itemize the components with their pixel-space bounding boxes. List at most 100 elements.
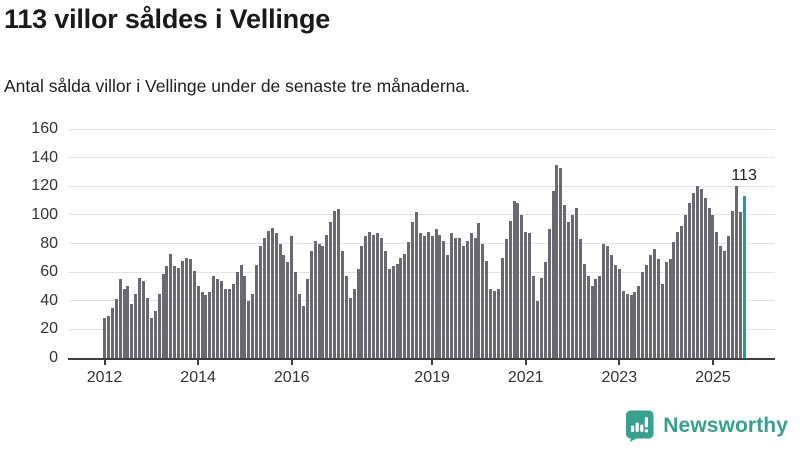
bar <box>223 289 227 358</box>
bar <box>461 246 465 358</box>
bar <box>668 259 672 358</box>
bar <box>598 276 602 358</box>
bar <box>177 267 181 358</box>
bar <box>477 223 481 358</box>
bar <box>114 299 118 358</box>
bar <box>227 289 231 358</box>
bar <box>391 266 395 358</box>
bar <box>699 189 703 358</box>
x-axis-tick <box>290 360 293 365</box>
bar <box>255 264 259 358</box>
bar <box>348 297 352 358</box>
bar <box>539 277 543 358</box>
bar <box>547 229 551 358</box>
bar <box>247 300 251 358</box>
bar <box>282 254 286 358</box>
bar <box>305 279 309 358</box>
x-axis-tick <box>103 360 106 365</box>
bar <box>676 232 680 358</box>
bar <box>403 253 407 358</box>
bar <box>337 209 340 358</box>
bar <box>278 243 282 358</box>
bar <box>711 214 715 358</box>
bar <box>352 289 356 358</box>
bar <box>333 210 337 358</box>
bar <box>157 293 161 358</box>
gridline <box>68 214 775 216</box>
bar <box>239 264 243 358</box>
bar <box>360 246 364 358</box>
bar <box>383 250 387 358</box>
bar <box>457 237 461 358</box>
bar <box>532 276 535 358</box>
bar <box>485 260 489 358</box>
bar <box>387 269 391 358</box>
bar <box>590 286 594 358</box>
bar <box>430 236 434 358</box>
bar <box>652 249 656 358</box>
bar <box>161 273 165 358</box>
bar <box>602 243 606 358</box>
x-axis-tick <box>711 360 714 365</box>
bar <box>243 276 247 358</box>
bar <box>200 292 204 358</box>
bar <box>582 263 586 358</box>
x-axis-tick <box>618 360 621 365</box>
bar <box>524 232 528 358</box>
bar <box>231 283 235 358</box>
bar <box>138 277 142 358</box>
x-axis-tick <box>431 360 434 365</box>
bar <box>613 264 617 358</box>
bar <box>691 193 695 358</box>
bar <box>208 292 212 358</box>
bar <box>142 280 145 358</box>
bar <box>415 212 418 358</box>
bar <box>656 259 660 358</box>
bar <box>149 317 153 358</box>
x-axis-tick-label: 2014 <box>180 369 216 386</box>
bar <box>106 316 110 358</box>
bar <box>181 260 184 358</box>
bar <box>270 227 274 358</box>
newsworthy-wordmark: Newsworthy <box>663 413 788 437</box>
bar <box>500 257 504 358</box>
bar <box>496 289 500 358</box>
bar <box>153 310 157 358</box>
bar <box>356 269 360 358</box>
bar <box>220 280 223 358</box>
bar <box>555 164 559 358</box>
bar <box>734 186 738 358</box>
bar <box>738 212 742 358</box>
bar <box>165 266 169 358</box>
bar <box>621 290 625 358</box>
bar <box>606 246 610 358</box>
bar <box>672 242 676 358</box>
bar <box>344 276 348 358</box>
gridline <box>68 157 775 159</box>
bar <box>719 246 723 358</box>
bar <box>130 303 134 358</box>
bar <box>563 204 567 358</box>
bar <box>259 246 262 358</box>
last-value-label: 113 <box>731 167 757 185</box>
bar <box>286 262 290 358</box>
bar <box>688 203 691 358</box>
bar <box>340 250 344 358</box>
bar <box>680 226 684 358</box>
bar <box>695 186 699 358</box>
gridline <box>68 128 775 130</box>
y-axis-tick-label: 140 <box>31 148 58 166</box>
bar <box>188 259 192 358</box>
x-axis-tick-label: 2025 <box>695 369 731 386</box>
x-axis-tick-label: 2016 <box>273 369 310 386</box>
x-axis-tick <box>524 360 527 365</box>
bar <box>723 250 727 358</box>
highlighted-bar <box>742 196 746 358</box>
bar <box>617 269 621 358</box>
bar <box>633 292 637 358</box>
bar <box>610 254 613 358</box>
newsworthy-logo: Newsworthy <box>624 409 788 442</box>
bar <box>641 272 645 358</box>
